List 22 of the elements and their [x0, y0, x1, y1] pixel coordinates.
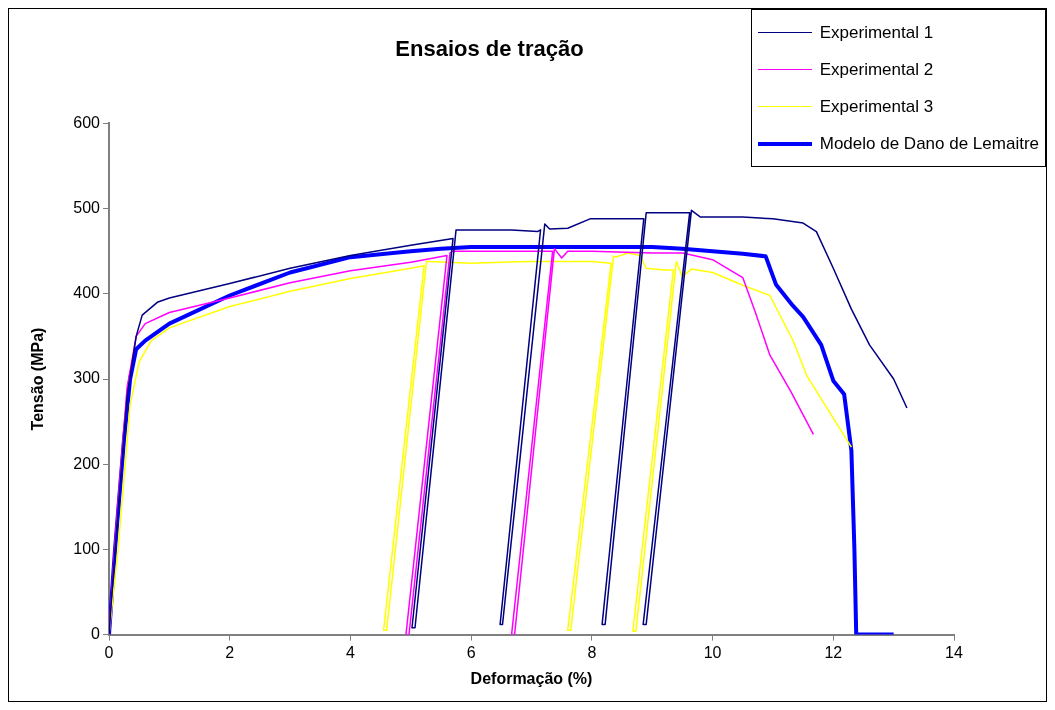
x-tick-label: 12 — [824, 643, 843, 661]
y-tick-label: 0 — [91, 625, 101, 643]
y-tick-label: 300 — [73, 369, 101, 387]
x-tick-label: 10 — [703, 643, 722, 661]
y-tick-label: 600 — [73, 113, 101, 131]
x-tick-label: 8 — [587, 643, 597, 661]
x-axis-title: Deformação (%) — [470, 669, 593, 687]
legend-label: Experimental 1 — [819, 22, 934, 43]
y-tick-label: 100 — [73, 539, 101, 557]
y-axis-title: Tensão (MPa) — [29, 327, 47, 431]
legend-label: Modelo de Dano de Lemaitre — [819, 133, 1039, 154]
x-tick-label: 0 — [104, 643, 114, 661]
y-tick-label: 200 — [73, 454, 101, 472]
x-tick-label: 6 — [466, 643, 476, 661]
x-tick-label: 14 — [945, 643, 963, 661]
x-tick-label: 4 — [345, 643, 355, 661]
x-tick-label: 2 — [225, 643, 235, 661]
y-tick-label: 400 — [73, 284, 101, 302]
legend-label: Experimental 3 — [819, 96, 934, 117]
legend-label: Experimental 2 — [819, 59, 934, 80]
chart-title: Ensaios de tração — [395, 36, 584, 62]
y-tick-label: 500 — [73, 199, 101, 217]
